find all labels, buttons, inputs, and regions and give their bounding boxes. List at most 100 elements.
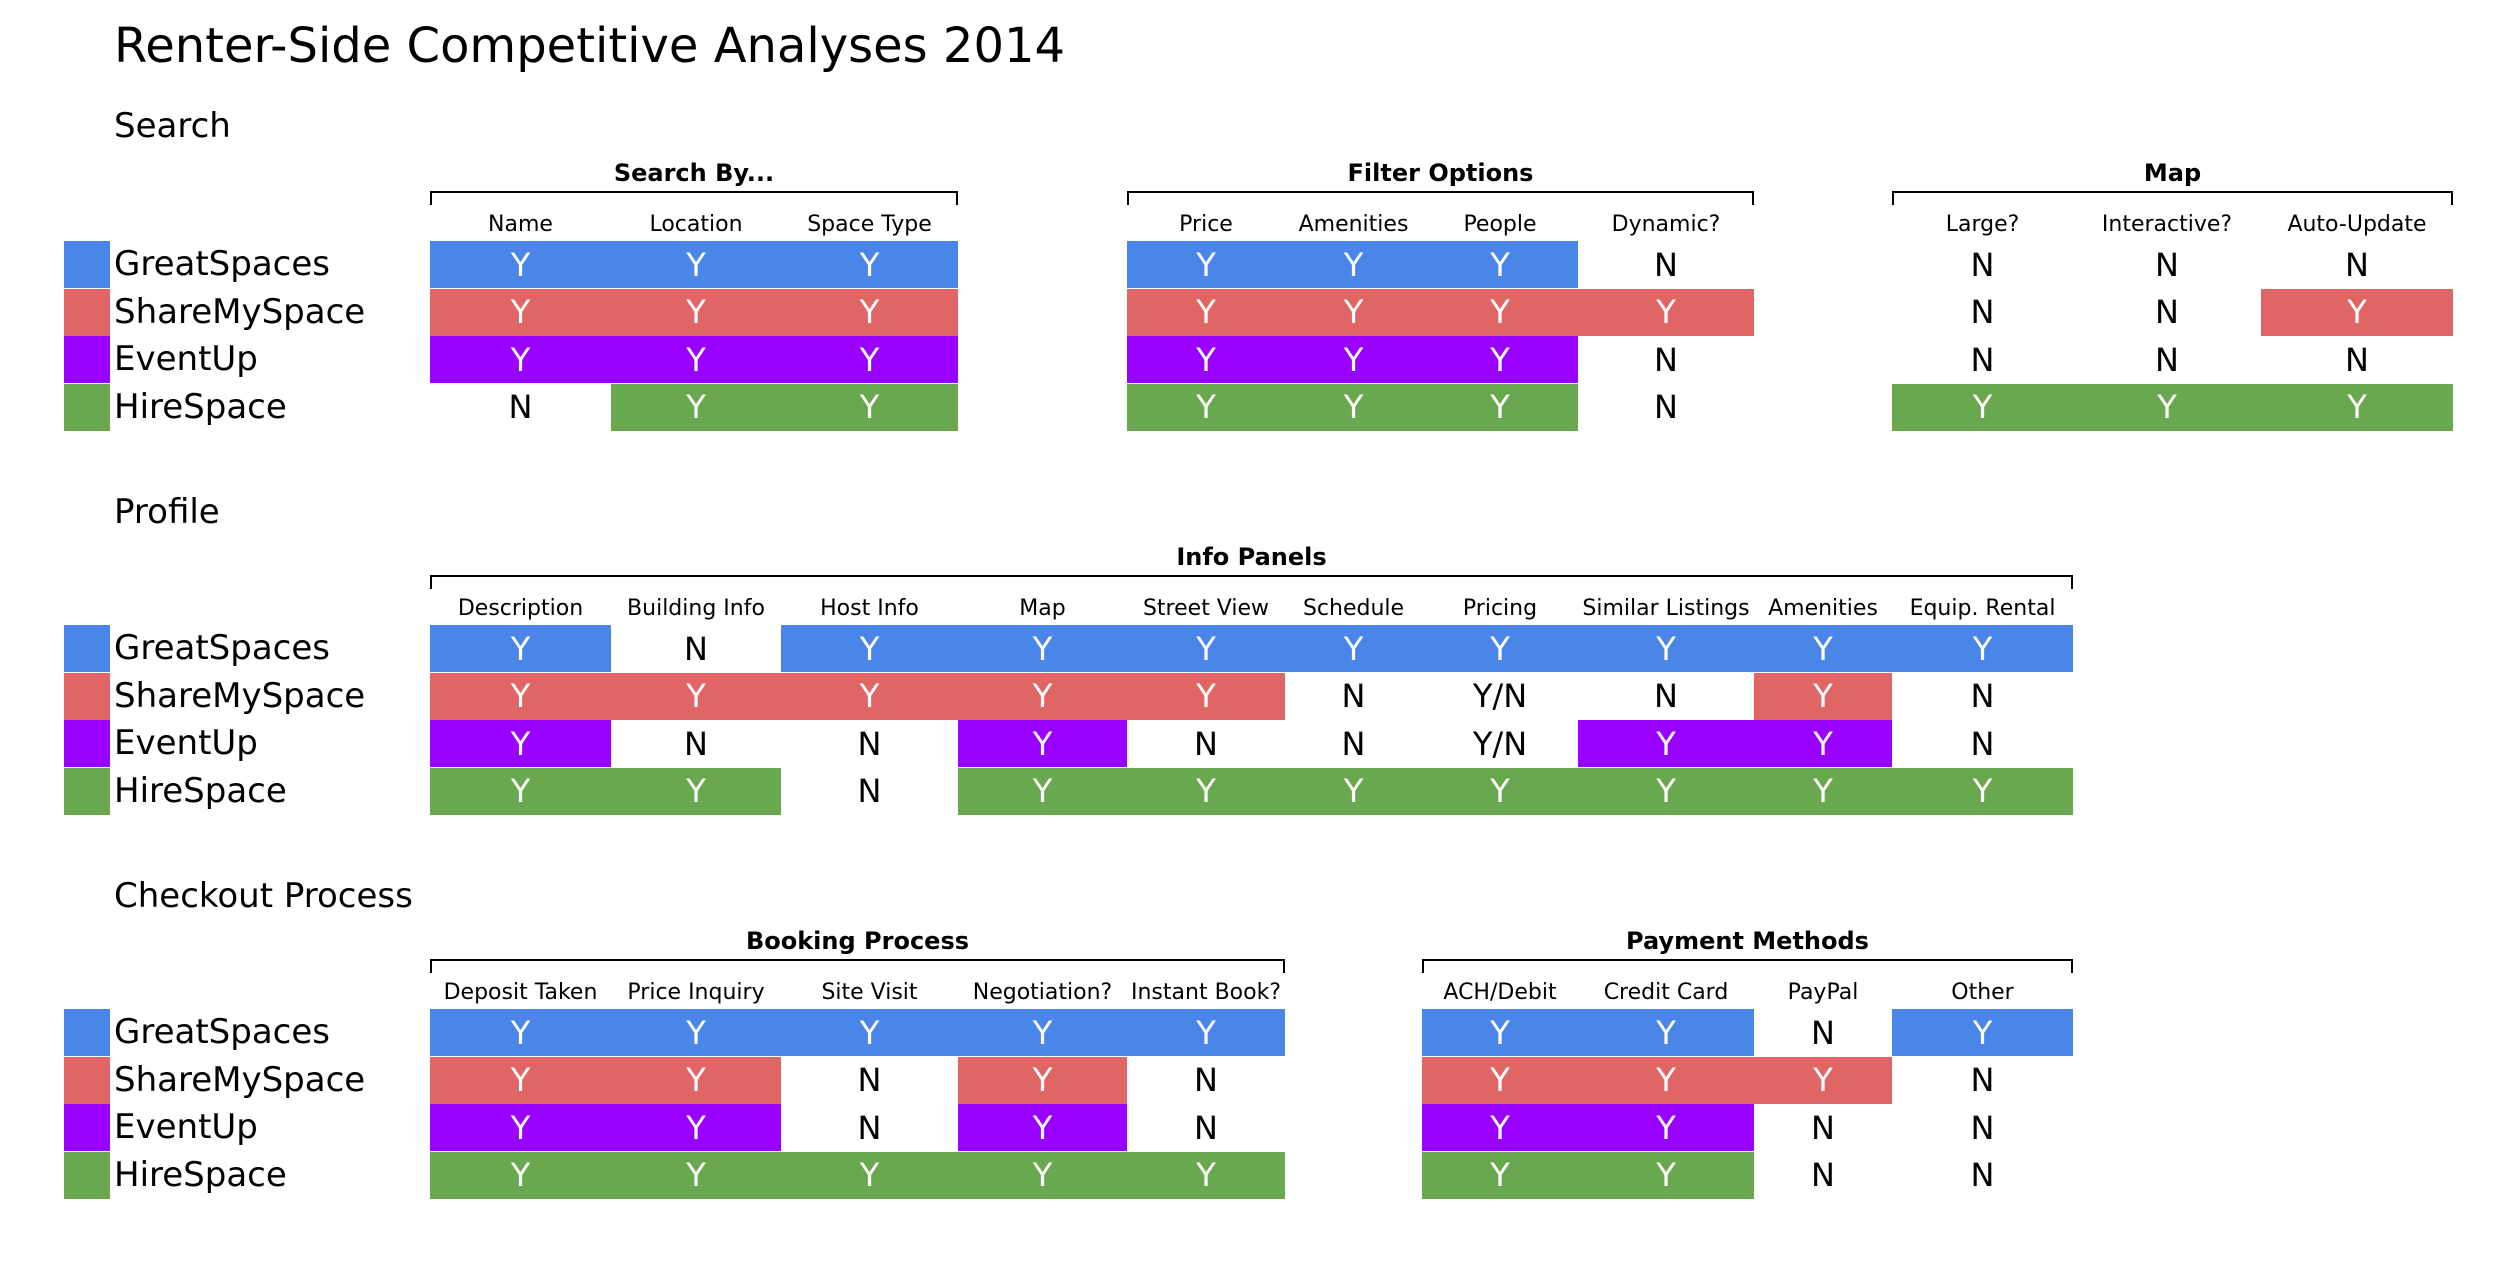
company-label-sharemyspace: ShareMySpace [114,291,366,332]
cell-sharemyspace-location: Y [611,288,781,336]
column-header-ach-debit: ACH/Debit [1443,980,1557,1005]
company-swatch-hirespace [64,383,110,431]
cell-eventup-amenities: Y [1285,336,1422,383]
cell-eventup-paypal: N [1811,1108,1835,1147]
cell-greatspaces-amenities: Y [1754,625,1892,672]
company-label-greatspaces: GreatSpaces [114,628,330,668]
column-header-site-visit: Site Visit [821,980,918,1005]
cell-sharemyspace-schedule: N [1341,677,1366,715]
column-header-map: Map [1019,596,1066,621]
cell-hirespace-street-view: Y [1127,767,1285,815]
column-header-interactive: Interactive? [2101,212,2233,237]
company-label-sharemyspace: ShareMySpace [114,1059,366,1100]
column-header-equip-rental: Equip. Rental [1909,596,2056,621]
group-label-info-panels: Info Panels [1176,543,1327,571]
cell-hirespace-map: Y [958,767,1127,815]
cell-greatspaces-auto-update: N [2345,245,2369,284]
cell-eventup-map: Y [958,720,1127,767]
cell-sharemyspace-pricing: Y/N [1472,677,1528,715]
company-swatch-eventup [64,720,110,767]
column-header-street-view: Street View [1142,596,1270,621]
cell-hirespace-pricing: Y [1422,767,1578,815]
cell-eventup-similar-listings: Y [1578,720,1754,767]
cell-greatspaces-interactive: N [2155,245,2179,284]
cell-sharemyspace-dynamic: Y [1578,288,1754,336]
company-label-eventup: EventUp [114,339,258,379]
cell-hirespace-host-info: N [857,772,882,810]
column-header-amenities: Amenities [1768,596,1878,621]
cell-eventup-location: Y [611,336,781,383]
column-header-large: Large? [1945,212,2020,237]
cell-hirespace-interactive: Y [2073,383,2261,431]
cell-sharemyspace-equip-rental: N [1970,677,1995,715]
cell-eventup-site-visit: N [857,1108,882,1147]
cell-greatspaces-paypal: N [1811,1013,1835,1052]
company-swatch-sharemyspace [64,1056,110,1104]
cell-greatspaces-price: Y [1127,241,1285,288]
company-swatch-greatspaces [64,625,110,672]
cell-hirespace-other: N [1970,1156,1995,1194]
company-label-hirespace: HireSpace [114,386,287,427]
company-label-eventup: EventUp [114,723,258,763]
column-header-location: Location [649,212,743,237]
cell-sharemyspace-similar-listings: N [1654,677,1678,715]
cell-eventup-host-info: N [857,724,882,763]
cell-greatspaces-price-inquiry: Y [611,1009,781,1056]
column-header-credit-card: Credit Card [1603,980,1729,1005]
cell-greatspaces-ach-debit: Y [1422,1009,1578,1056]
cell-eventup-negotiation: Y [958,1104,1127,1151]
column-header-auto-update: Auto-Update [2287,212,2427,237]
cell-eventup-dynamic: N [1654,340,1678,379]
cell-hirespace-price-inquiry: Y [611,1151,781,1199]
cell-sharemyspace-street-view: Y [1127,672,1285,720]
cell-sharemyspace-instant-book: N [1194,1061,1218,1099]
cell-sharemyspace-site-visit: N [857,1061,882,1099]
cell-sharemyspace-host-info: Y [781,672,958,720]
cell-sharemyspace-other: N [1970,1061,1995,1099]
column-header-pricing: Pricing [1462,596,1538,621]
cell-eventup-pricing: Y/N [1472,724,1528,763]
cell-greatspaces-dynamic: N [1654,245,1678,284]
cell-eventup-street-view: N [1194,724,1218,763]
cell-hirespace-paypal: N [1811,1156,1835,1194]
group-label-filter-options: Filter Options [1347,159,1534,187]
cell-hirespace-credit-card: Y [1578,1151,1754,1199]
group-bracket [1422,959,2073,973]
section-title-checkout-process: Checkout Process [114,876,413,916]
cell-sharemyspace-description: Y [430,672,611,720]
column-header-dynamic: Dynamic? [1611,212,1721,237]
cell-greatspaces-pricing: Y [1422,625,1578,672]
cell-eventup-amenities: Y [1754,720,1892,767]
cell-greatspaces-amenities: Y [1285,241,1422,288]
cell-eventup-schedule: N [1341,724,1366,763]
cell-sharemyspace-large: N [1970,293,1995,331]
company-label-hirespace: HireSpace [114,770,287,811]
cell-hirespace-auto-update: Y [2261,383,2453,431]
cell-greatspaces-instant-book: Y [1127,1009,1285,1056]
cell-eventup-name: Y [430,336,611,383]
column-header-description: Description [457,596,584,621]
column-header-similar-listings: Similar Listings [1582,596,1750,621]
column-header-price-inquiry: Price Inquiry [627,980,765,1005]
group-bracket [1127,191,1754,205]
company-label-greatspaces: GreatSpaces [114,1012,330,1052]
column-header-other: Other [1951,980,2014,1005]
cell-sharemyspace-deposit-taken: Y [430,1056,611,1104]
cell-sharemyspace-building-info: Y [611,672,781,720]
cell-sharemyspace-ach-debit: Y [1422,1056,1578,1104]
cell-greatspaces-schedule: Y [1285,625,1422,672]
cell-greatspaces-map: Y [958,625,1127,672]
cell-hirespace-amenities: Y [1754,767,1892,815]
column-header-host-info: Host Info [820,596,919,621]
cell-greatspaces-similar-listings: Y [1578,625,1754,672]
company-swatch-eventup [64,336,110,383]
cell-sharemyspace-auto-update: Y [2261,288,2453,336]
cell-hirespace-large: Y [1892,383,2073,431]
cell-eventup-people: Y [1422,336,1578,383]
cell-eventup-price: Y [1127,336,1285,383]
cell-greatspaces-negotiation: Y [958,1009,1127,1056]
company-swatch-greatspaces [64,1009,110,1056]
cell-eventup-deposit-taken: Y [430,1104,611,1151]
group-label-search-by: Search By... [613,159,775,187]
group-bracket [1892,191,2453,205]
